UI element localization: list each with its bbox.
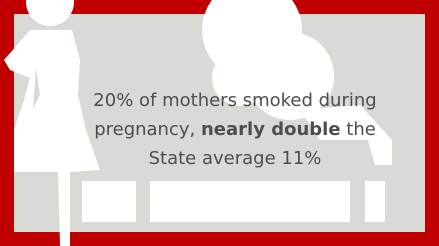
message-emphasis: nearly double	[201, 119, 341, 140]
bar-shape	[82, 181, 136, 222]
bar-shape	[365, 181, 385, 222]
infographic: 20% of mothers smoked during pregnancy, …	[0, 0, 439, 246]
bar-shape	[150, 181, 350, 222]
message: 20% of mothers smoked during pregnancy, …	[68, 86, 402, 173]
